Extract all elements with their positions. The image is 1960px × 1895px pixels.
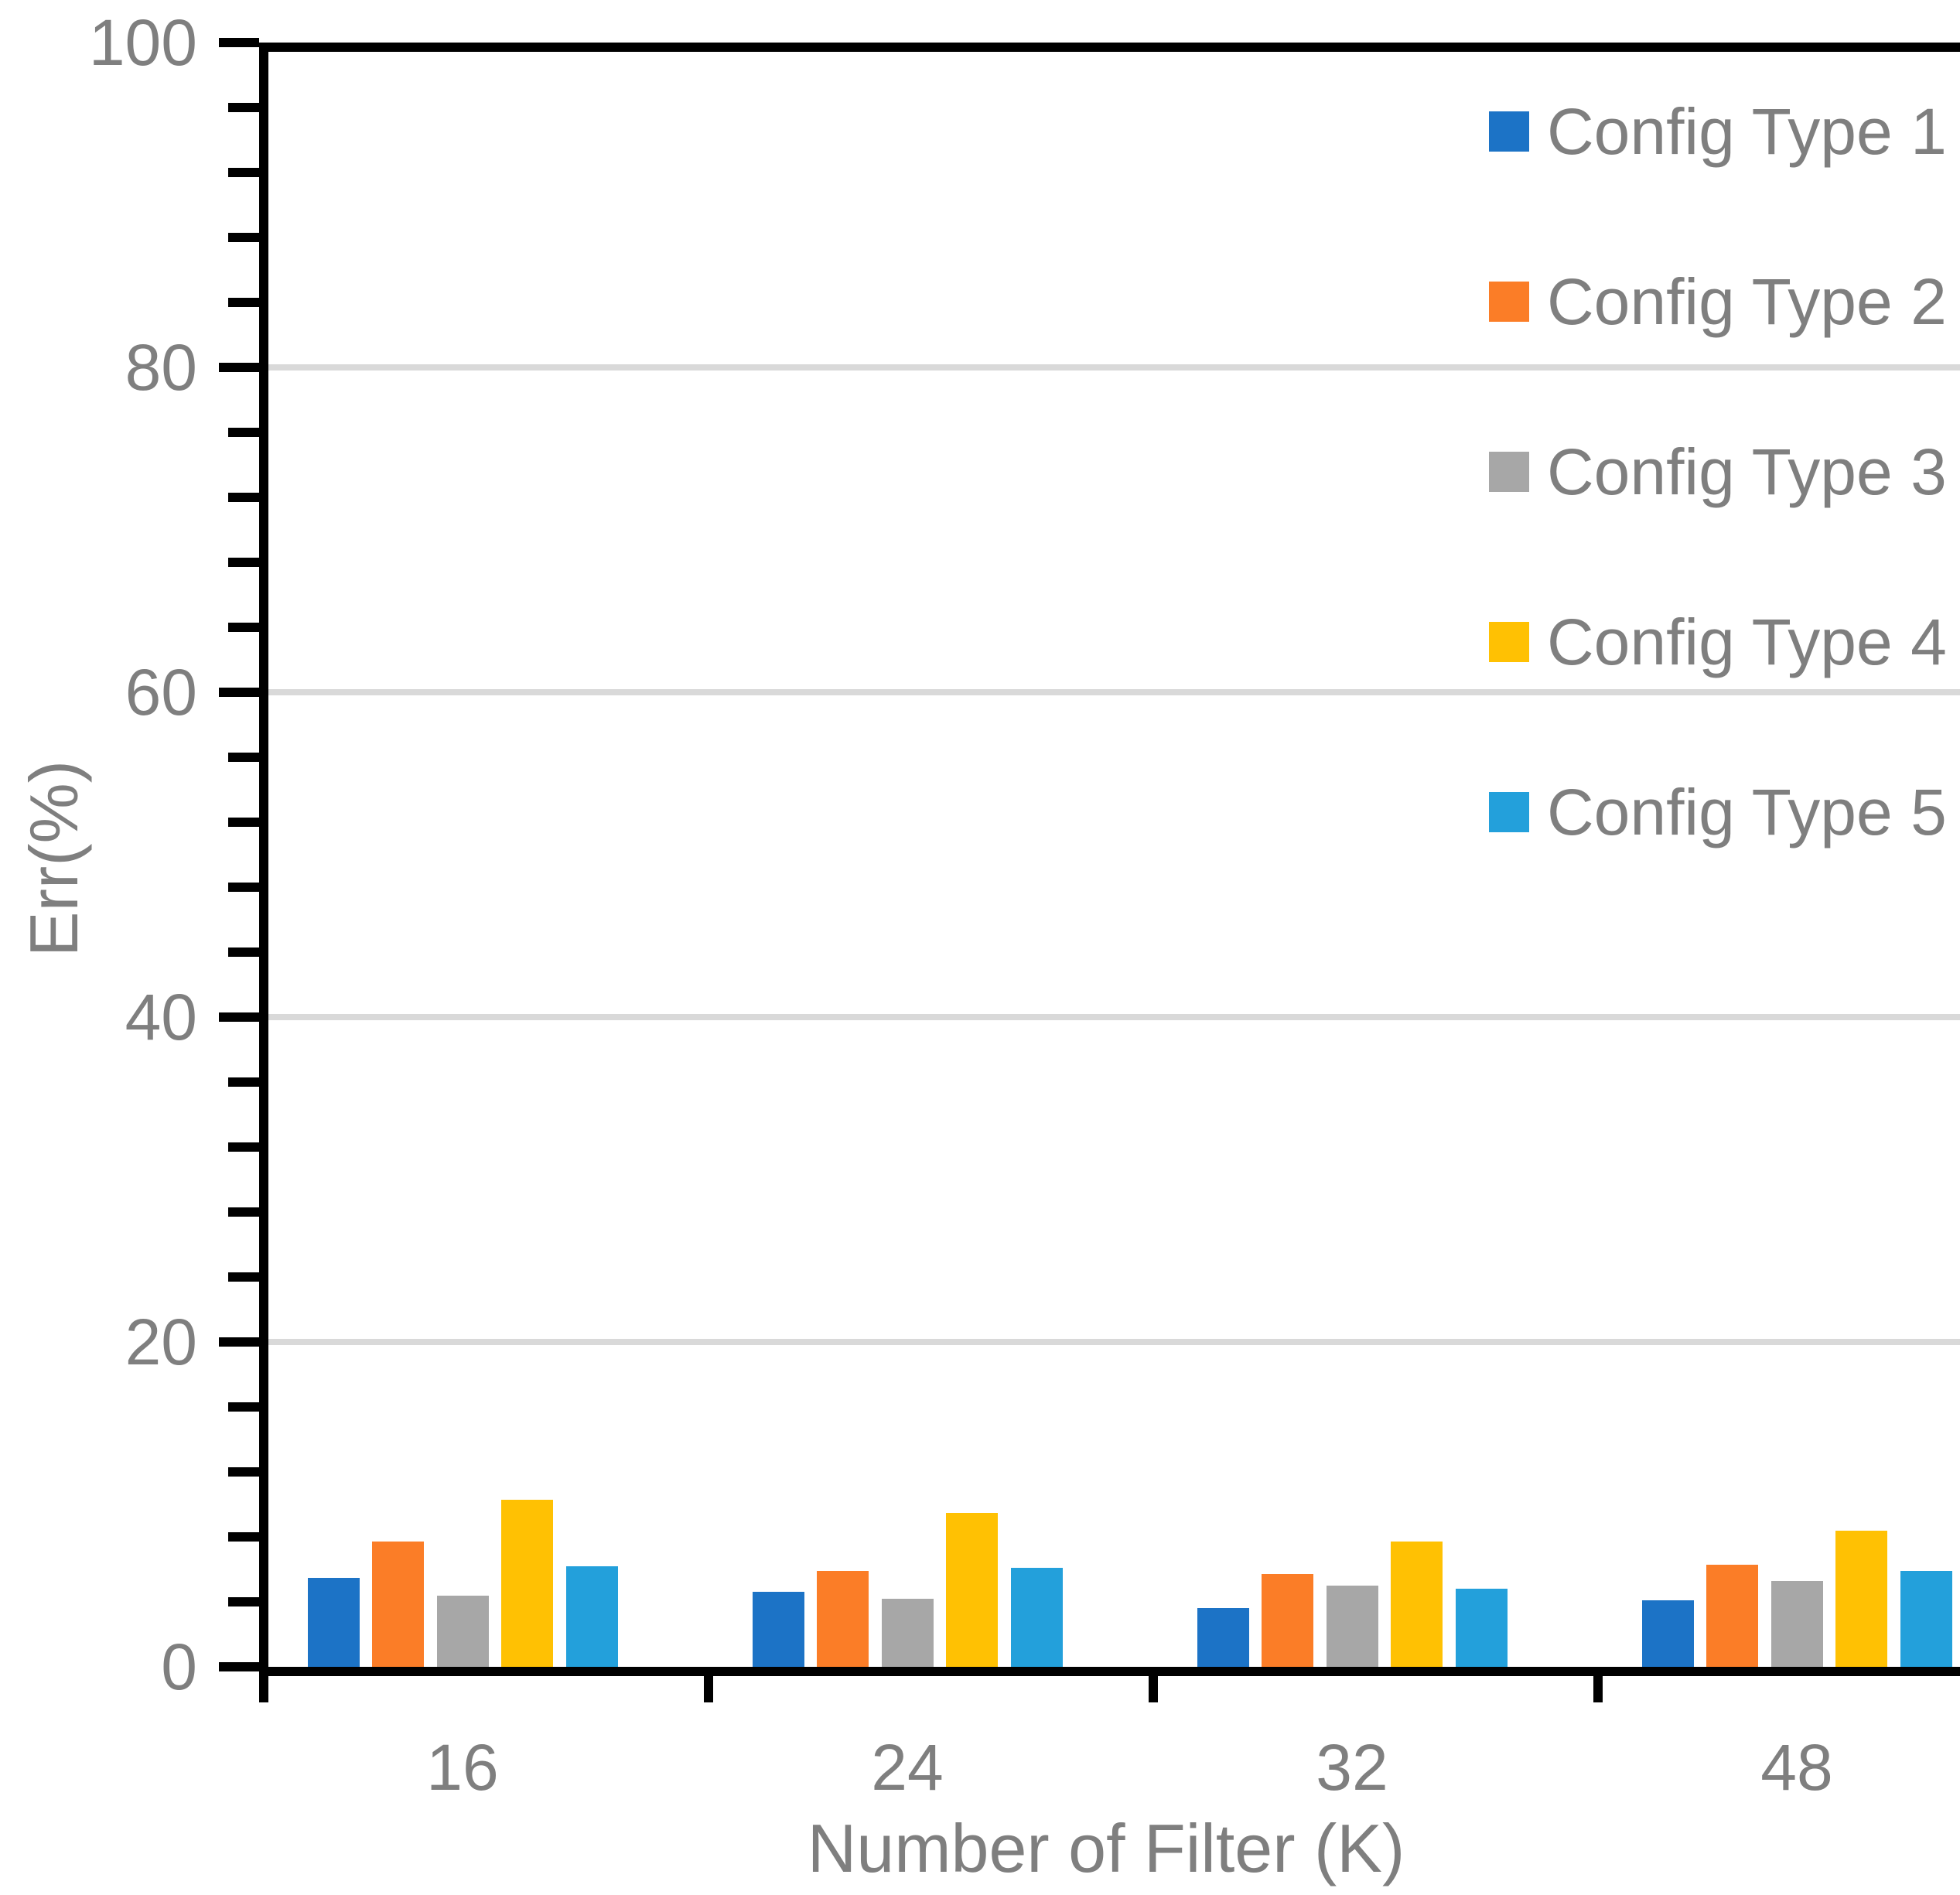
y-major-tick-0 (219, 1662, 259, 1671)
bar-32-series-5 (1455, 1589, 1508, 1667)
bar-24-series-1 (752, 1592, 804, 1667)
y-minor-tick-52 (228, 818, 259, 827)
x-tick-3 (1593, 1667, 1603, 1702)
bar-48-series-3 (1770, 1580, 1823, 1667)
y-minor-tick-12 (228, 1467, 259, 1477)
x-tick-2 (1149, 1667, 1158, 1702)
bar-16-series-4 (501, 1499, 553, 1667)
y-major-tick-60 (219, 688, 259, 697)
y-minor-tick-44 (228, 947, 259, 957)
legend-item-1: Config Type 1 (1489, 99, 1947, 164)
y-tick-label-0: 0 (161, 1630, 197, 1703)
bar-48-series-5 (1900, 1571, 1952, 1667)
y-minor-tick-84 (228, 298, 259, 307)
bar-16-series-1 (307, 1577, 360, 1667)
x-tick-0 (259, 1667, 268, 1702)
y-tick-label-40: 40 (125, 981, 197, 1053)
legend-swatch-5 (1489, 792, 1529, 832)
gridline-60 (268, 689, 1960, 695)
bar-32-series-1 (1197, 1608, 1249, 1667)
bar-24-series-3 (881, 1598, 934, 1667)
y-minor-tick-48 (228, 883, 259, 892)
y-minor-tick-64 (228, 623, 259, 632)
y-minor-tick-4 (228, 1597, 259, 1606)
legend-item-5: Config Type 5 (1489, 780, 1947, 845)
y-minor-tick-72 (228, 493, 259, 502)
legend-item-4: Config Type 4 (1489, 609, 1947, 674)
y-major-tick-80 (219, 363, 259, 372)
bar-24-series-2 (817, 1571, 869, 1667)
y-minor-tick-8 (228, 1532, 259, 1542)
bar-32-series-2 (1262, 1574, 1313, 1667)
y-tick-label-60: 60 (125, 656, 197, 729)
bar-24-series-4 (946, 1512, 998, 1667)
y-major-tick-100 (219, 38, 259, 47)
y-tick-label-20: 20 (125, 1306, 197, 1378)
x-category-label-32: 32 (1316, 1731, 1388, 1804)
y-axis-line (259, 43, 268, 1676)
y-minor-tick-32 (228, 1142, 259, 1152)
legend-label-5: Config Type 5 (1547, 776, 1947, 848)
bar-32-series-4 (1391, 1542, 1443, 1667)
y-major-tick-40 (219, 1012, 259, 1022)
y-minor-tick-96 (228, 103, 259, 112)
y-minor-tick-68 (228, 558, 259, 567)
y-minor-tick-56 (228, 753, 259, 762)
legend-label-3: Config Type 3 (1547, 435, 1947, 508)
legend-swatch-3 (1489, 452, 1529, 492)
legend-item-3: Config Type 3 (1489, 439, 1947, 504)
y-minor-tick-76 (228, 428, 259, 437)
y-tick-label-100: 100 (88, 6, 197, 79)
x-category-label-24: 24 (871, 1731, 944, 1804)
legend-label-1: Config Type 1 (1547, 95, 1947, 168)
y-major-tick-20 (219, 1337, 259, 1347)
y-minor-tick-36 (228, 1077, 259, 1087)
bar-16-series-3 (436, 1595, 489, 1667)
gridline-40 (268, 1014, 1960, 1020)
y-minor-tick-16 (228, 1402, 259, 1412)
legend-label-4: Config Type 4 (1547, 606, 1947, 678)
bar-48-series-4 (1835, 1530, 1887, 1667)
x-tick-1 (704, 1667, 713, 1702)
y-axis-title: Err(%) (15, 760, 92, 958)
legend-swatch-4 (1489, 622, 1529, 662)
bar-24-series-5 (1010, 1567, 1063, 1667)
y-minor-tick-88 (228, 233, 259, 242)
bar-48-series-2 (1706, 1564, 1758, 1667)
x-axis-line (259, 1667, 1960, 1676)
bar-16-series-2 (372, 1542, 424, 1667)
legend-item-2: Config Type 2 (1489, 269, 1947, 334)
gridline-80 (268, 364, 1960, 370)
x-axis-title: Number of Filter (K) (807, 1810, 1405, 1886)
y-minor-tick-24 (228, 1272, 259, 1282)
legend-swatch-1 (1489, 111, 1529, 152)
gridline-20 (268, 1339, 1960, 1345)
bar-32-series-3 (1326, 1586, 1378, 1667)
plot-top-border (259, 43, 1960, 52)
x-category-label-48: 48 (1760, 1731, 1833, 1804)
y-minor-tick-92 (228, 168, 259, 177)
bar-48-series-1 (1641, 1600, 1694, 1667)
legend-label-2: Config Type 2 (1547, 265, 1947, 338)
bar-16-series-5 (565, 1566, 618, 1667)
y-tick-label-80: 80 (125, 331, 197, 404)
x-category-label-16: 16 (426, 1731, 499, 1804)
y-minor-tick-28 (228, 1207, 259, 1217)
legend-swatch-2 (1489, 282, 1529, 322)
